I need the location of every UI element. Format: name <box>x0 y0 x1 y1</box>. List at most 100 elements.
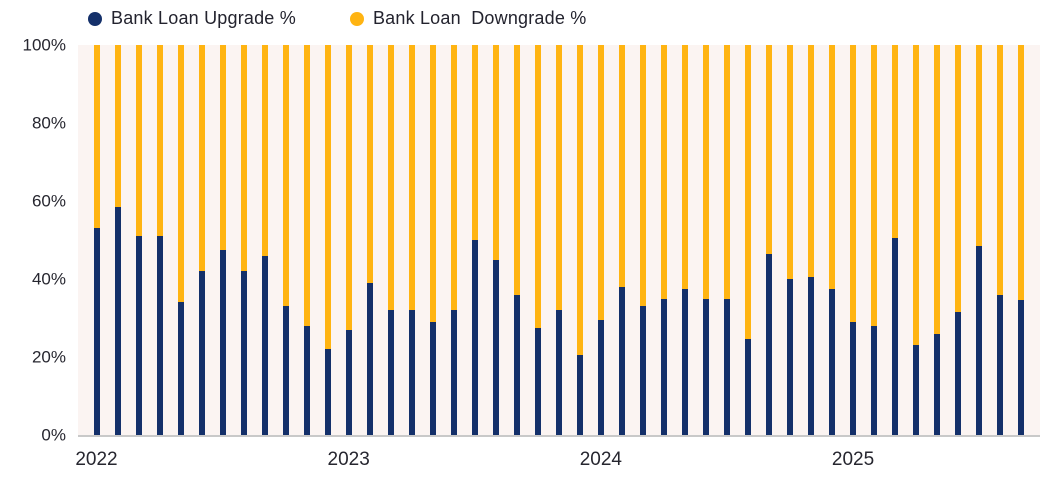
bar-segment-downgrade <box>177 45 184 303</box>
bar-slot-2025-05 <box>927 45 948 435</box>
x-slot-2022-09 <box>254 443 275 483</box>
bar-segment-upgrade <box>282 306 289 435</box>
x-slot-2022-04 <box>149 443 170 483</box>
bar-segment-downgrade <box>555 45 562 311</box>
bar-segment-downgrade <box>576 45 583 356</box>
x-slot-2023-10 <box>527 443 548 483</box>
bar-slot-2022-03 <box>128 45 149 435</box>
x-slot-2024-07 <box>716 443 737 483</box>
bar-slot-2023-04 <box>401 45 422 435</box>
stacked-bar-2023-04 <box>408 45 415 435</box>
bar-segment-upgrade <box>135 236 142 435</box>
x-slot-2022-06 <box>191 443 212 483</box>
bar-segment-upgrade <box>93 228 100 435</box>
bar-segment-upgrade <box>744 339 751 435</box>
bar-slot-2023-03 <box>380 45 401 435</box>
bar-segment-downgrade <box>345 45 352 330</box>
stacked-bar-2025-07 <box>976 45 983 435</box>
stacked-bar-2025-08 <box>997 45 1004 435</box>
bar-segment-upgrade <box>450 310 457 435</box>
bar-segment-downgrade <box>976 45 983 246</box>
stacked-bar-2023-12 <box>576 45 583 435</box>
stacked-bar-2024-05 <box>681 45 688 435</box>
stacked-bar-2025-01 <box>850 45 857 435</box>
bar-slot-2024-03 <box>632 45 653 435</box>
bar-segment-downgrade <box>429 45 436 322</box>
bar-slot-2023-12 <box>569 45 590 435</box>
bar-slot-2022-01 <box>86 45 107 435</box>
bar-segment-downgrade <box>219 45 226 250</box>
bar-slot-2025-03 <box>885 45 906 435</box>
x-slot-2023-09 <box>506 443 527 483</box>
bar-segment-upgrade <box>513 294 520 435</box>
bar-segment-downgrade <box>766 45 772 254</box>
stacked-bar-2025-09 <box>1018 45 1025 435</box>
bar-slot-2022-11 <box>296 45 317 435</box>
x-slot-2023-05 <box>422 443 443 483</box>
bar-segment-downgrade <box>282 45 289 307</box>
y-axis-tick-label: 20% <box>31 347 66 367</box>
x-slot-2023-03 <box>380 443 401 483</box>
x-axis-year-label: 2022 <box>75 449 118 470</box>
bar-segment-upgrade <box>387 310 394 435</box>
bar-segment-downgrade <box>829 45 836 289</box>
x-slot-2025-01: 2025 <box>832 443 874 483</box>
bar-segment-upgrade <box>492 259 499 435</box>
x-slot-2023-07 <box>464 443 485 483</box>
x-slot-2024-06 <box>695 443 716 483</box>
bar-segment-upgrade <box>660 298 667 435</box>
bar-segment-upgrade <box>702 298 709 435</box>
x-slot-2024-04 <box>653 443 674 483</box>
stacked-bar-2022-05 <box>177 45 184 435</box>
downgrade-legend-dot-icon <box>349 11 364 26</box>
bar-segment-downgrade <box>934 45 941 334</box>
bar-segment-downgrade <box>913 45 920 346</box>
bar-segment-upgrade <box>829 288 836 435</box>
x-axis: 2022 2023 2024 2025 <box>75 443 1040 483</box>
bar-segment-upgrade <box>597 319 604 435</box>
y-axis-tick-label: 80% <box>31 113 66 133</box>
bar-slot-2024-06 <box>695 45 716 435</box>
legend-item-upgrade: Bank Loan Upgrade % <box>88 8 296 29</box>
bar-segment-upgrade <box>261 255 268 435</box>
bar-segment-downgrade <box>618 45 625 287</box>
bar-segment-upgrade <box>934 333 941 435</box>
y-axis-tick-label: 60% <box>31 191 66 211</box>
stacked-bar-2024-12 <box>829 45 836 435</box>
stacked-bar-2023-02 <box>366 45 373 435</box>
bar-segment-upgrade <box>997 294 1004 435</box>
bar-segment-downgrade <box>660 45 667 299</box>
bar-slot-2025-08 <box>990 45 1011 435</box>
bar-segment-downgrade <box>471 45 478 240</box>
bar-segment-upgrade <box>808 277 815 435</box>
stacked-bar-2024-11 <box>808 45 815 435</box>
bar-segment-upgrade <box>723 298 730 435</box>
x-slot-2024-05 <box>674 443 695 483</box>
chart-legend: Bank Loan Upgrade % Bank Loan Downgrade … <box>88 8 586 29</box>
x-slot-2022-10 <box>275 443 296 483</box>
x-slot-2023-06 <box>443 443 464 483</box>
stacked-bar-2023-06 <box>450 45 457 435</box>
stacked-bar-2023-10 <box>534 45 541 435</box>
bar-slot-2022-10 <box>275 45 296 435</box>
bar-segment-downgrade <box>955 45 962 313</box>
x-slot-2022-01: 2022 <box>75 443 117 483</box>
bar-slot-2023-09 <box>506 45 527 435</box>
bar-segment-downgrade <box>492 45 499 260</box>
stacked-bar-2023-01 <box>345 45 352 435</box>
bar-segment-upgrade <box>681 288 688 435</box>
bar-segment-downgrade <box>408 45 415 311</box>
bar-segment-upgrade <box>534 327 541 435</box>
bar-segment-upgrade <box>156 236 163 435</box>
bar-segment-downgrade <box>534 45 541 328</box>
y-axis-tick-label: 40% <box>31 269 66 289</box>
bar-segment-upgrade <box>618 286 625 435</box>
x-slot-2022-03 <box>128 443 149 483</box>
stacked-bar-2024-03 <box>639 45 646 435</box>
stacked-bar-2023-11 <box>555 45 562 435</box>
bar-segment-upgrade <box>429 321 436 435</box>
bar-segment-downgrade <box>303 45 310 326</box>
stacked-bar-2024-06 <box>702 45 709 435</box>
x-slot-2024-09 <box>759 443 780 483</box>
